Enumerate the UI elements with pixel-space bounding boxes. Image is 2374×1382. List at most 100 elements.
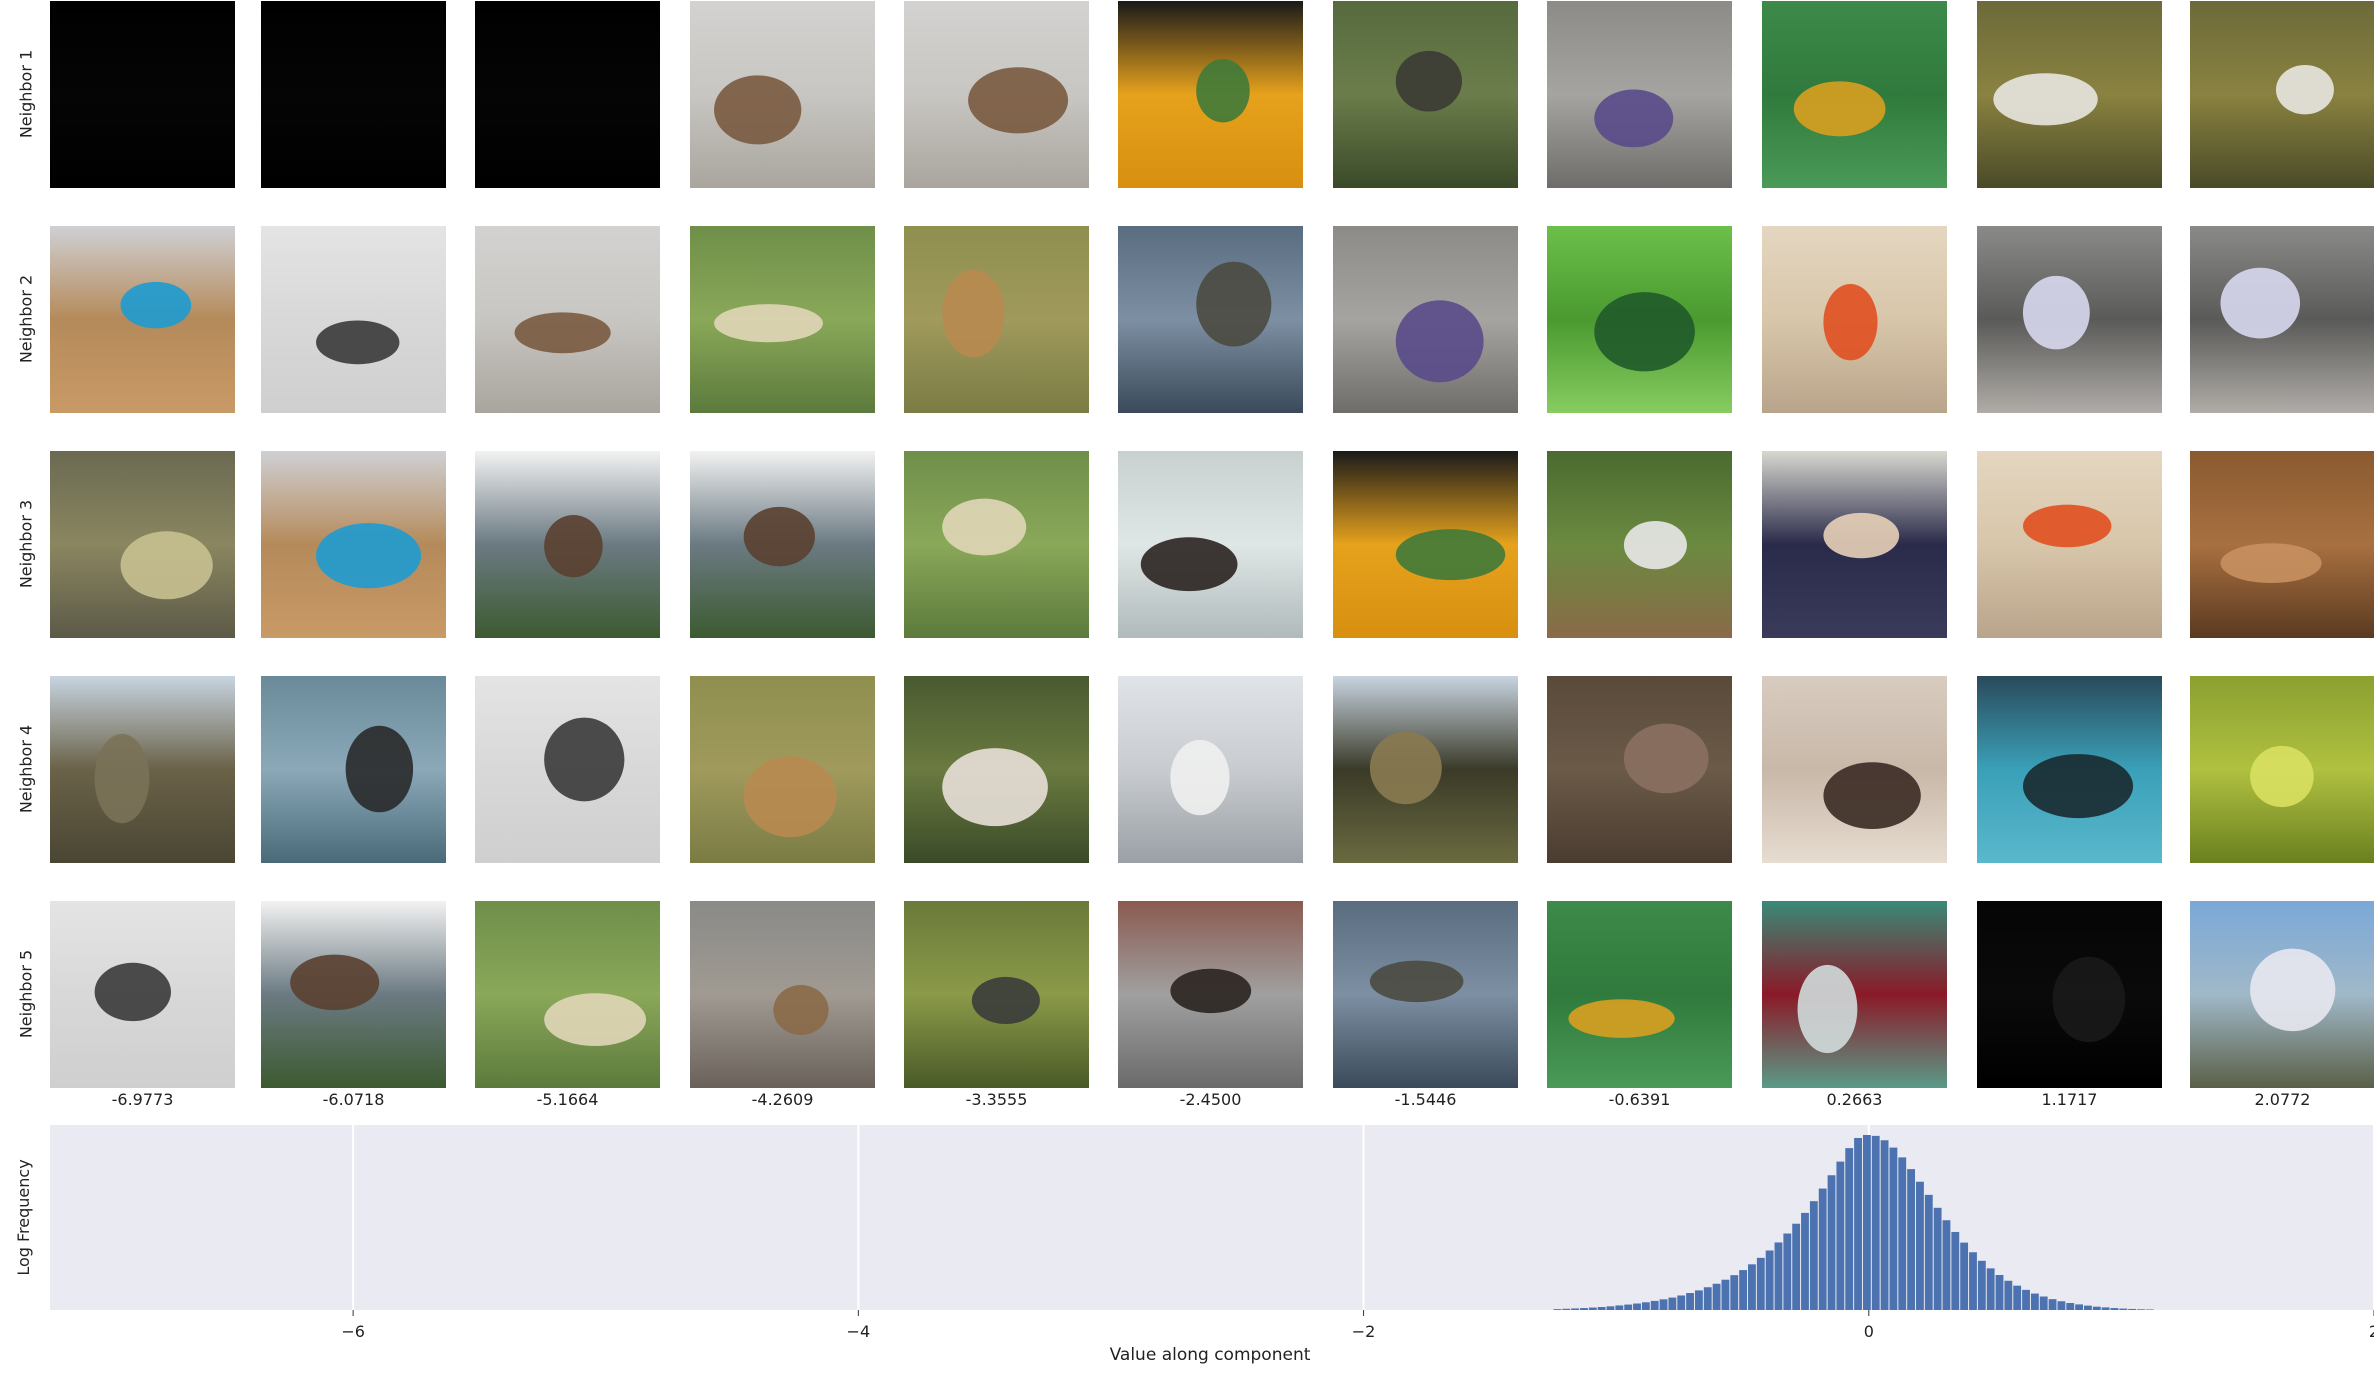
- histogram-bar: [1801, 1212, 1809, 1310]
- neighbor-image: [1118, 451, 1303, 638]
- neighbor-image: [1762, 451, 1947, 638]
- histogram-bar: [1774, 1242, 1783, 1310]
- histogram-bar: [1580, 1308, 1588, 1310]
- neighbor-image: [1333, 451, 1518, 638]
- column-value-label: -3.3555: [965, 1090, 1028, 1109]
- neighbor-image: [475, 1, 660, 188]
- neighbor-image: [261, 451, 446, 638]
- histogram-bar: [1615, 1305, 1624, 1310]
- histogram-bar: [1659, 1299, 1668, 1310]
- histogram-bar: [1739, 1270, 1748, 1310]
- histogram-bar: [2110, 1308, 2119, 1310]
- y-axis-label: Log Frequency: [14, 1159, 33, 1275]
- histogram-bar: [2066, 1303, 2075, 1310]
- histogram-bar: [1588, 1307, 1597, 1310]
- image-subject: [971, 976, 1040, 1025]
- image-subject: [1623, 723, 1709, 794]
- neighbor-image: [50, 451, 235, 638]
- histogram-bar: [1641, 1302, 1650, 1310]
- image-subject: [2220, 267, 2301, 339]
- neighbor-image: [2190, 1, 2374, 188]
- histogram-bar: [2137, 1309, 2145, 1310]
- column-value-label: 2.0772: [2254, 1090, 2311, 1109]
- column-value-label: -0.6391: [1608, 1090, 1671, 1109]
- image-subject: [1196, 261, 1272, 347]
- neighbor-image: [690, 451, 875, 638]
- neighbor-image: [690, 1, 875, 188]
- histogram-bar: [1827, 1175, 1836, 1310]
- neighbor-image: [50, 676, 235, 863]
- neighbor-image: [904, 901, 1089, 1088]
- image-subject: [1823, 762, 1921, 830]
- histogram-bar: [1686, 1293, 1694, 1310]
- neighbor-image: [1118, 676, 1303, 863]
- column-value-label: 1.1717: [2041, 1090, 2098, 1109]
- column-value-label: 0.2663: [1826, 1090, 1883, 1109]
- column-value-label: -6.0718: [322, 1090, 385, 1109]
- image-subject: [1568, 999, 1675, 1038]
- neighbor-image: [1333, 226, 1518, 413]
- neighbor-image: [1762, 1, 1947, 188]
- image-subject: [1594, 89, 1674, 148]
- column-value-label: -6.9773: [111, 1090, 174, 1109]
- image-subject: [2250, 948, 2336, 1032]
- histogram-bar: [2084, 1305, 2092, 1310]
- image-subject: [316, 523, 422, 589]
- image-subject: [2022, 754, 2134, 819]
- histogram-bar: [1677, 1295, 1686, 1310]
- neighbor-image: [1118, 901, 1303, 1088]
- image-subject: [942, 269, 1005, 358]
- histogram-bar: [1562, 1308, 1571, 1310]
- neighbor-image: [904, 1, 1089, 188]
- image-subject: [1623, 520, 1687, 570]
- image-subject: [316, 320, 400, 365]
- image-subject: [1594, 292, 1695, 372]
- histogram-bar: [2030, 1293, 2039, 1310]
- image-subject: [773, 985, 829, 1035]
- row-label-text: Neighbor 4: [16, 724, 36, 814]
- histogram-bar: [1898, 1157, 1907, 1310]
- neighbor-image: [1762, 226, 1947, 413]
- image-subject: [514, 312, 611, 354]
- histogram-bar: [2057, 1301, 2066, 1310]
- neighbor-image-grid: Neighbor 1 Neighbor 2 Neighbor 3 Neighbor 4…: [16, 1, 2374, 1109]
- neighbor-image: [904, 676, 1089, 863]
- row-label-text: Neighbor 3: [16, 499, 36, 589]
- histogram-bar: [1650, 1300, 1659, 1310]
- image-subject: [1395, 50, 1462, 112]
- histogram-bar: [1809, 1201, 1818, 1310]
- histogram-bar: [2119, 1308, 2128, 1310]
- neighbor-image: [50, 901, 235, 1088]
- histogram-bar: [2022, 1289, 2030, 1310]
- image-subject: [2275, 65, 2334, 115]
- neighbor-image: [475, 676, 660, 863]
- image-subject: [2022, 275, 2090, 350]
- histogram-bar: [2013, 1285, 2022, 1310]
- neighbor-image: [2190, 226, 2374, 413]
- neighbor-image: [1977, 901, 2162, 1088]
- histogram-bar: [1916, 1181, 1924, 1310]
- neighbor-image: [50, 1, 235, 188]
- histogram-bar: [1633, 1303, 1641, 1310]
- neighbor-image: [1977, 451, 2162, 638]
- image-subject: [2220, 543, 2322, 584]
- histogram-bar: [1854, 1137, 1862, 1310]
- neighbor-image: [1333, 676, 1518, 863]
- histogram-bar: [1933, 1207, 1942, 1310]
- image-subject: [120, 531, 213, 600]
- histogram-bar: [2092, 1306, 2101, 1310]
- image-subject: [544, 514, 603, 578]
- histogram-bar: [1703, 1287, 1712, 1310]
- x-tick-label: 2: [2369, 1322, 2374, 1341]
- column-value-label: -1.5446: [1394, 1090, 1457, 1109]
- histogram-bar: [1668, 1297, 1677, 1310]
- neighbor-image: [2190, 451, 2374, 638]
- histogram-bar: [1880, 1140, 1889, 1310]
- histogram-bar: [2004, 1280, 2013, 1310]
- image-subject: [714, 304, 823, 343]
- neighbor-image: [475, 451, 660, 638]
- neighbor-image: [50, 226, 235, 413]
- image-subject: [2022, 504, 2112, 548]
- histogram-bar: [2145, 1309, 2154, 1310]
- histogram-bar: [1924, 1194, 1933, 1310]
